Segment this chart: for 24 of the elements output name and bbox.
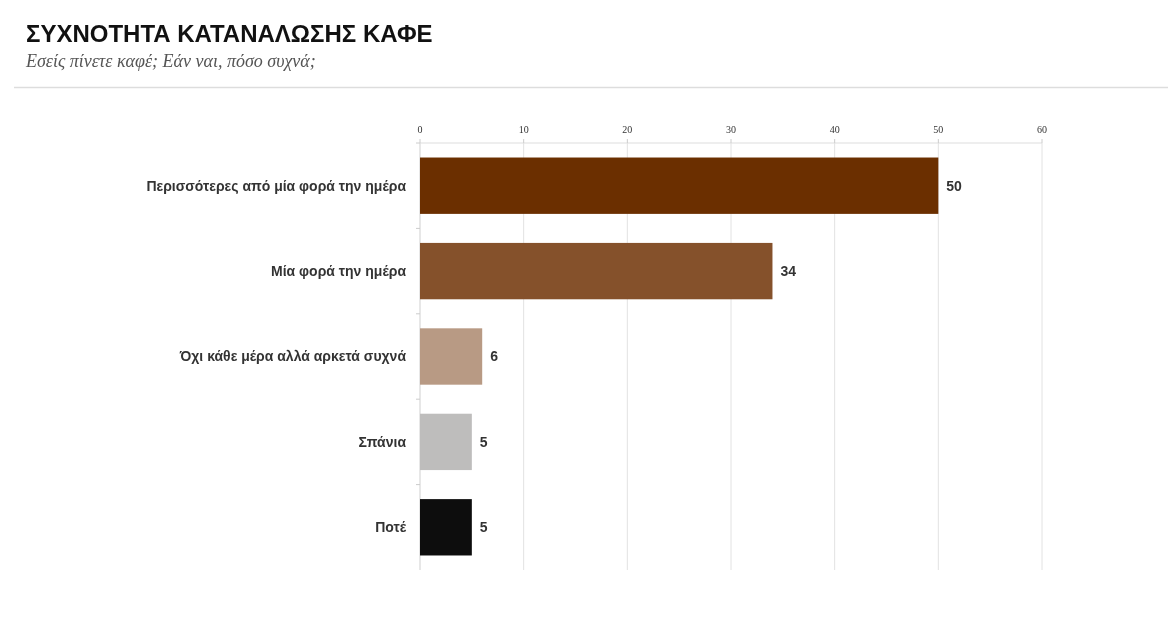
- y-tick-label: Περισσότερες από μία φορά την ημέρα: [146, 177, 407, 194]
- data-label: 5: [479, 519, 488, 536]
- text: Εσείς πίνετε καφέ; Εάν ναι, πόσο συχνά;: [25, 51, 316, 71]
- bar: [420, 413, 472, 471]
- data-label: 34: [780, 263, 797, 279]
- bar: [420, 499, 472, 556]
- bar: [420, 157, 939, 214]
- x-tick-label: 10: [518, 124, 529, 135]
- bar: [420, 242, 773, 300]
- x-tick-label: 40: [829, 124, 840, 135]
- x-tick-label: 0: [417, 124, 423, 135]
- data-label: 6: [490, 348, 499, 365]
- data-label: 5: [479, 433, 488, 450]
- y-tick-label: Όχι κάθε μέρα αλλά αρκετά συχνά: [178, 348, 407, 365]
- x-tick-label: 60: [1037, 124, 1047, 135]
- y-tick-label: Σπάνια: [358, 433, 407, 450]
- x-tick-label: 30: [726, 124, 736, 135]
- x-tick-label: 20: [622, 124, 633, 135]
- y-tick-label: Ποτέ: [375, 519, 407, 536]
- bar: [420, 328, 483, 385]
- x-tick-label: 50: [933, 124, 944, 135]
- data-label: 50: [946, 177, 963, 194]
- chart-title: ΣΥΧΝΟΤΗΤΑ ΚΑΤΑΝΑΛΩΣΗΣ ΚΑΦΕ: [26, 20, 433, 47]
- y-tick-label: Μία φορά την ημέρα: [271, 263, 407, 279]
